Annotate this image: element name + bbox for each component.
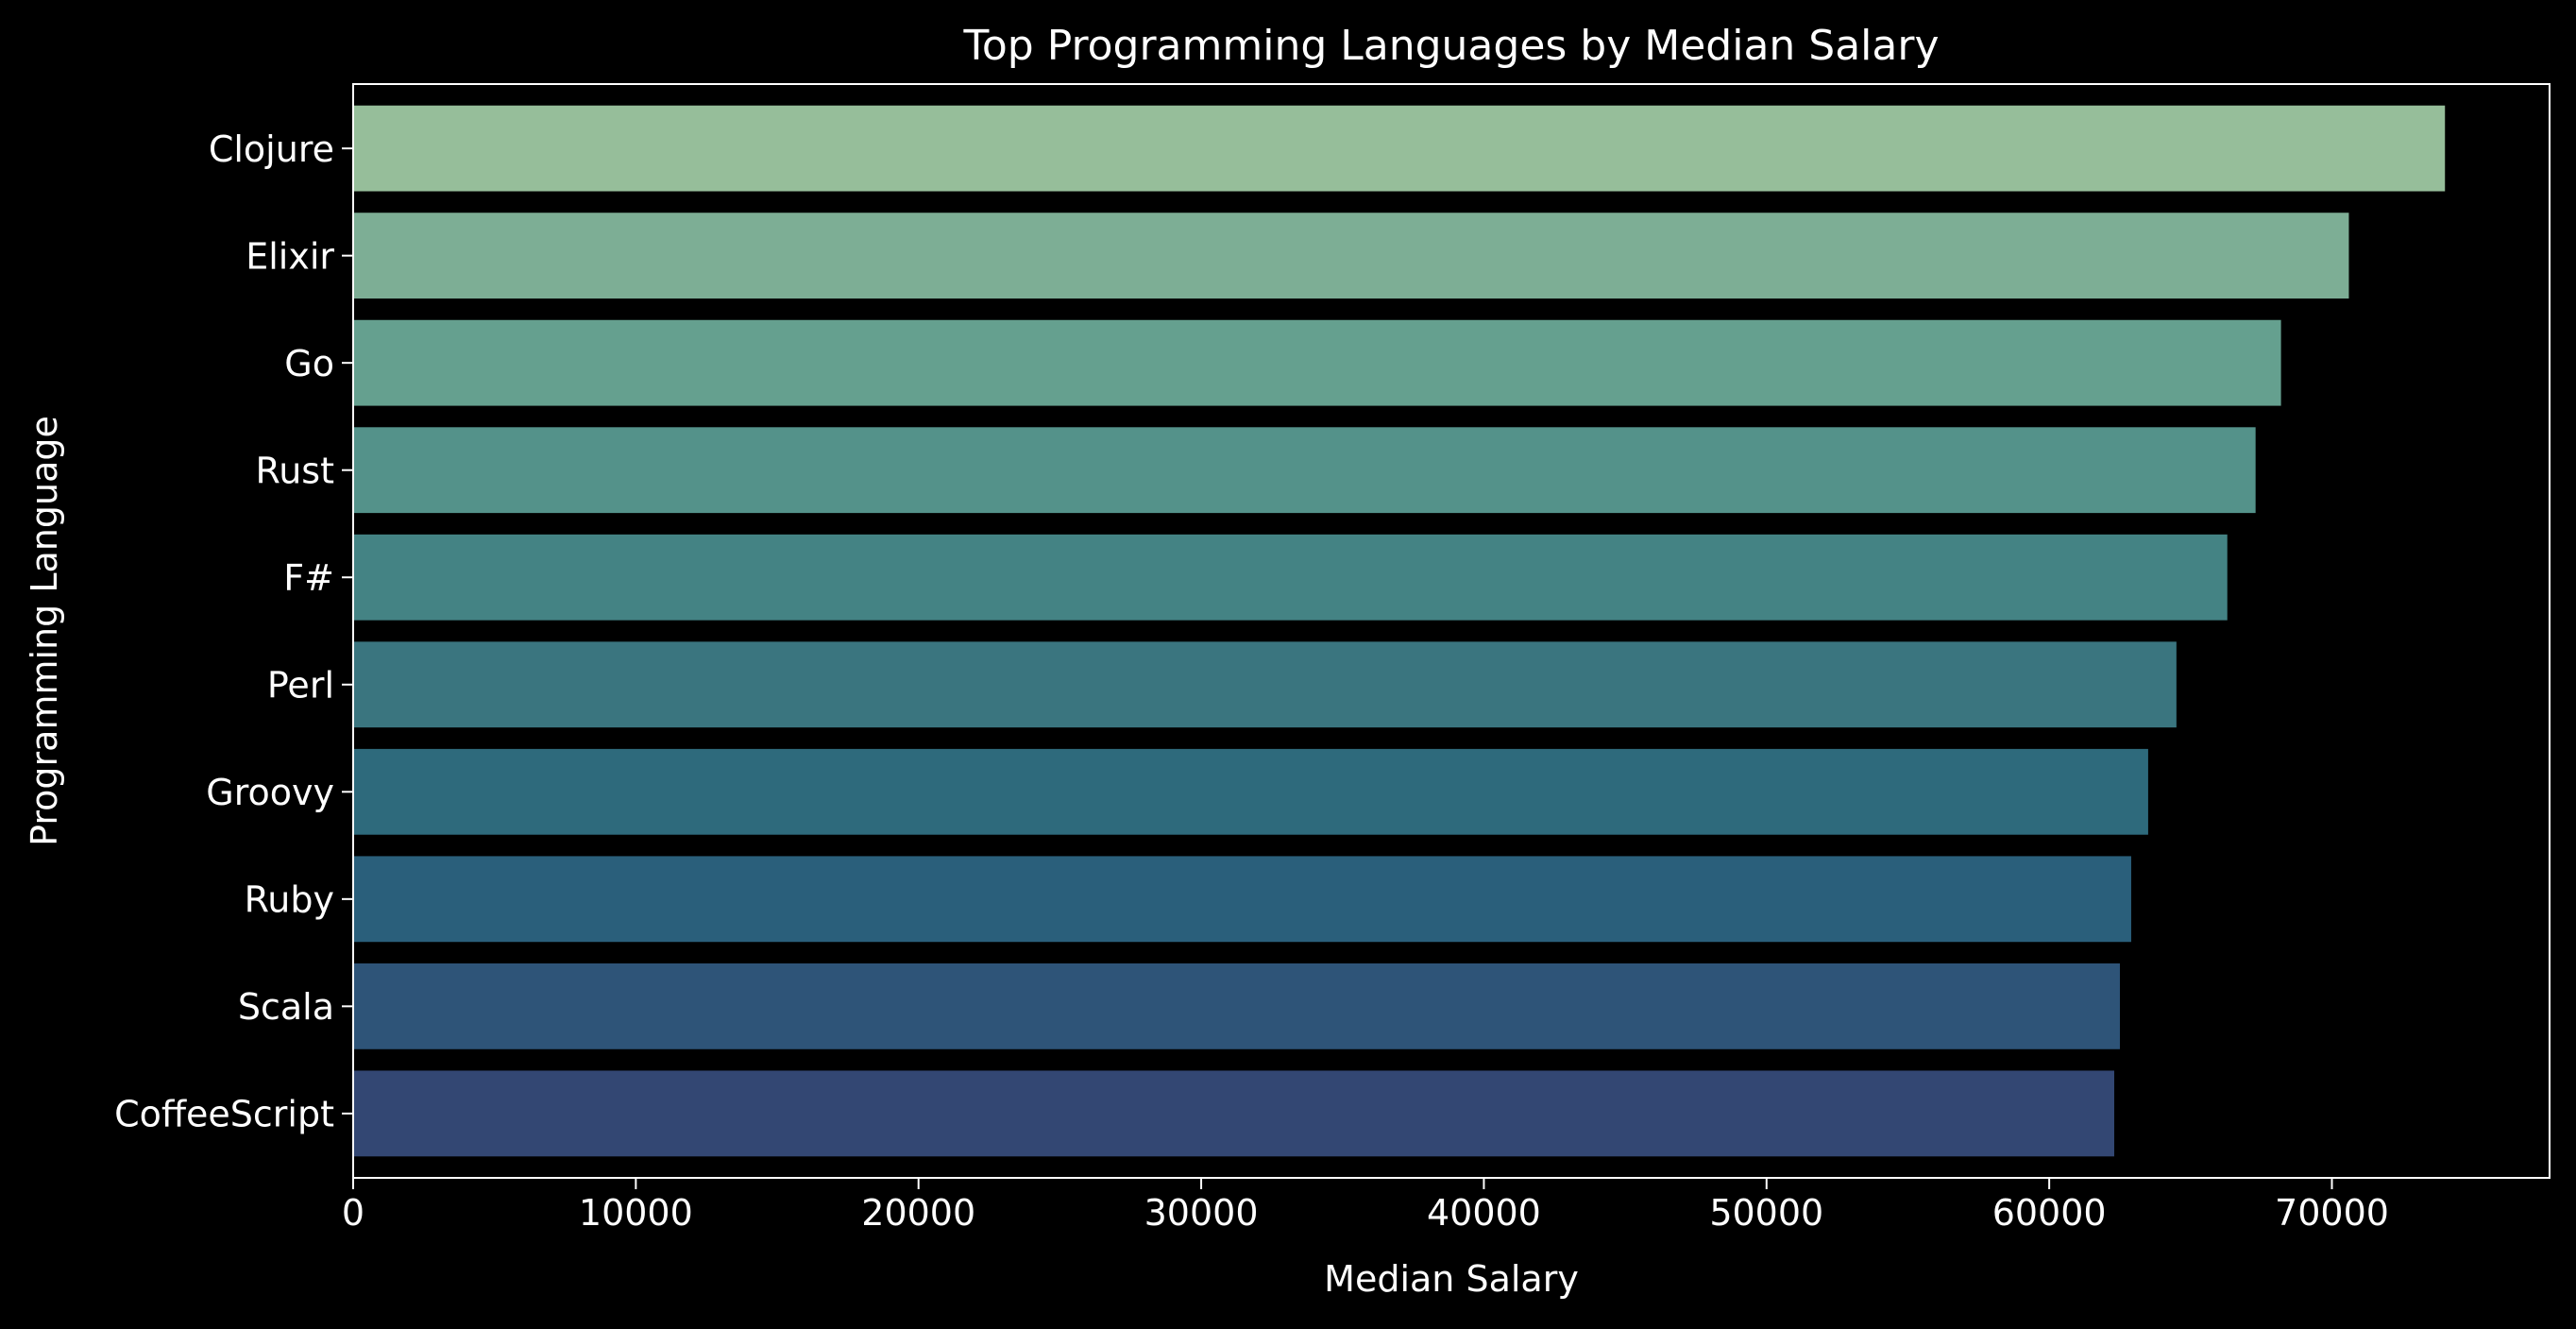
x-axis-ticks: 0 10000 20000 30000 40000 50000 60000 70000 xyxy=(342,1178,2389,1234)
x-tick-label: 60000 xyxy=(1992,1192,2107,1234)
x-tick-label: 30000 xyxy=(1144,1192,1259,1234)
x-tick-label: 20000 xyxy=(861,1192,975,1234)
x-tick-label: 70000 xyxy=(2275,1192,2389,1234)
bar-elixir xyxy=(353,213,2349,299)
bar-ruby xyxy=(353,856,2131,943)
bar-go xyxy=(353,319,2281,406)
x-tick-label: 50000 xyxy=(1709,1192,1823,1234)
y-tick-label: F# xyxy=(283,557,334,599)
plot-frame xyxy=(352,83,2551,1179)
bar-scala xyxy=(353,963,2120,1049)
bar-f- xyxy=(353,534,2228,621)
bar-perl xyxy=(353,641,2177,728)
y-tick-label: Groovy xyxy=(206,772,334,813)
y-tick-label: Elixir xyxy=(246,235,334,277)
x-tick-label: 0 xyxy=(342,1192,364,1234)
bar-clojure xyxy=(353,105,2446,192)
bars-group xyxy=(353,105,2446,1157)
x-axis-label: Median Salary xyxy=(1324,1258,1579,1300)
y-tick-label: CoffeeScript xyxy=(114,1094,334,1135)
bar-rust xyxy=(353,427,2256,514)
y-tick-label: Go xyxy=(284,343,334,384)
x-tick-label: 40000 xyxy=(1427,1192,1541,1234)
chart-title: Top Programming Languages by Median Sala… xyxy=(962,22,1939,70)
y-tick-label: Scala xyxy=(238,986,334,1028)
y-axis-ticks: Clojure Elixir Go Rust F# Perl Groovy Ruby Scala… xyxy=(114,128,353,1135)
y-tick-label: Ruby xyxy=(245,879,334,921)
y-tick-label: Perl xyxy=(267,664,334,706)
y-tick-label: Clojure xyxy=(209,128,334,170)
bar-coffeescript xyxy=(353,1070,2114,1157)
bar-groovy xyxy=(353,748,2148,835)
y-tick-label: Rust xyxy=(256,450,334,491)
y-axis-label: Programming Language xyxy=(24,416,65,846)
x-tick-label: 10000 xyxy=(579,1192,693,1234)
